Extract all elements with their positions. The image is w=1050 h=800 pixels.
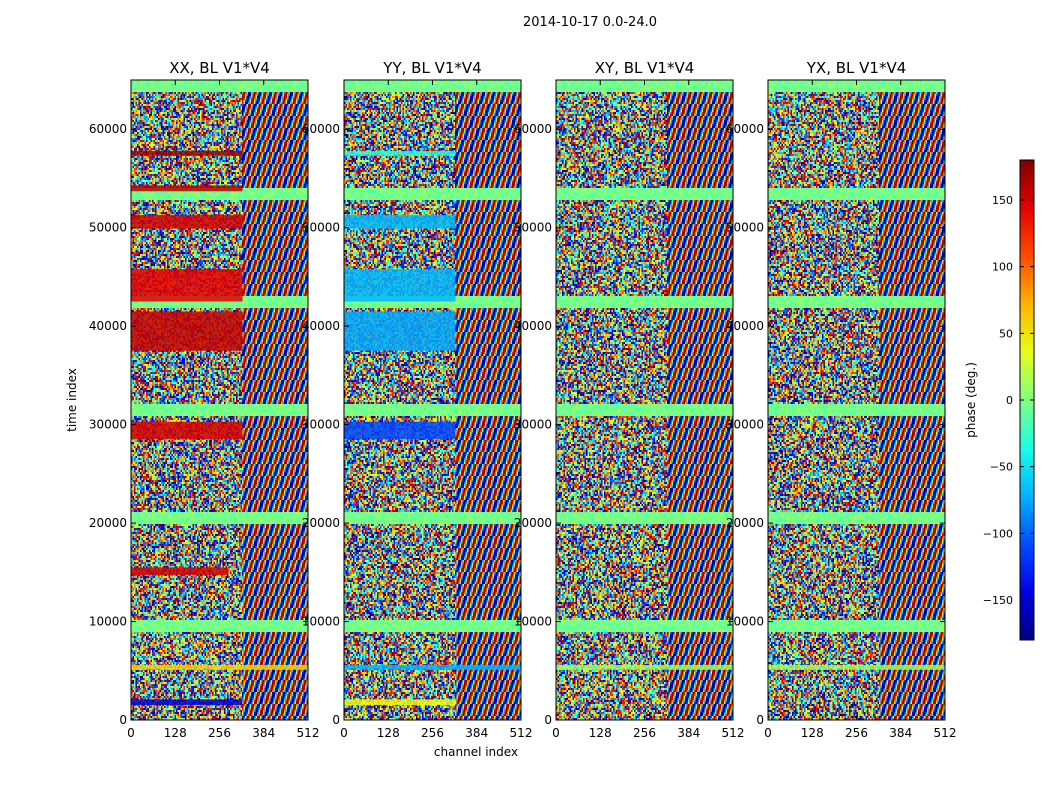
panel-0: XX, BL V1*V4 0 128 256 384 512 0 10000 20000 3000… xyxy=(89,59,320,740)
phase-band xyxy=(131,699,243,706)
x-tick-label: 256 xyxy=(208,726,231,740)
phase-band xyxy=(131,421,243,440)
x-tick-label: 0 xyxy=(552,726,560,740)
y-tick-label: 20000 xyxy=(302,516,340,530)
x-tick-label: 128 xyxy=(164,726,187,740)
panel-heatmap xyxy=(768,80,945,720)
colorbar: 150 100 50 0 −50 −100 −150 phase (deg.) xyxy=(964,159,1035,641)
panel-1: YY, BL V1*V4 0 128 256 384 512 0 10000 20000 3000… xyxy=(302,59,533,740)
colorbar-label: phase (deg.) xyxy=(964,362,978,438)
phase-band xyxy=(344,421,456,440)
x-tick-label: 128 xyxy=(377,726,400,740)
panel-title: XY, BL V1*V4 xyxy=(595,59,695,77)
y-tick-label: 40000 xyxy=(302,319,340,333)
x-tick-label: 256 xyxy=(421,726,444,740)
y-tick-label: 30000 xyxy=(302,418,340,432)
y-axis-label: time index xyxy=(65,368,79,432)
y-tick-label: 20000 xyxy=(89,516,127,530)
y-tick-label: 10000 xyxy=(726,615,764,629)
y-tick-label: 60000 xyxy=(89,122,127,136)
y-tick-label: 60000 xyxy=(302,122,340,136)
y-tick-label: 10000 xyxy=(89,615,127,629)
phase-band xyxy=(344,150,456,156)
y-tick-label: 20000 xyxy=(514,516,552,530)
colorbar-tick-label: 100 xyxy=(992,261,1013,274)
x-tick-label: 384 xyxy=(677,726,700,740)
panel-3: YX, BL V1*V4 0 128 256 384 512 0 10000 20000 3000… xyxy=(726,59,957,740)
y-tick-label: 0 xyxy=(332,713,340,727)
panel-heatmap xyxy=(131,80,308,720)
y-tick-label: 40000 xyxy=(726,319,764,333)
phase-band xyxy=(344,699,456,706)
x-tick-label: 384 xyxy=(252,726,275,740)
colorbar-tick-label: −100 xyxy=(983,527,1013,540)
phase-band xyxy=(131,311,243,351)
panel-heatmap xyxy=(556,80,733,720)
phase-band xyxy=(131,150,243,156)
phase-band xyxy=(344,269,456,302)
y-tick-label: 60000 xyxy=(514,122,552,136)
panel-title: YX, BL V1*V4 xyxy=(806,59,907,77)
y-tick-label: 10000 xyxy=(514,615,552,629)
x-tick-label: 512 xyxy=(297,726,320,740)
panel-heatmap xyxy=(344,80,521,720)
y-tick-label: 30000 xyxy=(726,418,764,432)
x-tick-label: 128 xyxy=(801,726,824,740)
y-tick-label: 0 xyxy=(544,713,552,727)
panels: XX, BL V1*V4 0 128 256 384 512 0 10000 20000 3000… xyxy=(89,59,957,740)
y-tick-label: 50000 xyxy=(89,221,127,235)
x-tick-label: 0 xyxy=(127,726,135,740)
colorbar-tick-label: −50 xyxy=(990,461,1013,474)
y-tick-label: 0 xyxy=(756,713,764,727)
panel-title: YY, BL V1*V4 xyxy=(382,59,481,77)
x-tick-label: 384 xyxy=(465,726,488,740)
x-tick-label: 512 xyxy=(722,726,745,740)
phase-band xyxy=(131,567,229,576)
x-tick-label: 0 xyxy=(764,726,772,740)
phase-band xyxy=(768,664,945,670)
phase-band xyxy=(131,185,243,192)
phase-band xyxy=(556,664,733,670)
y-tick-label: 50000 xyxy=(726,221,764,235)
y-tick-label: 50000 xyxy=(302,221,340,235)
y-tick-label: 40000 xyxy=(514,319,552,333)
y-tick-label: 60000 xyxy=(726,122,764,136)
colorbar-tick-label: 150 xyxy=(992,194,1013,207)
y-tick-label: 20000 xyxy=(726,516,764,530)
x-tick-label: 256 xyxy=(845,726,868,740)
phase-band xyxy=(131,214,243,229)
colorbar-tick-label: 0 xyxy=(1006,394,1013,407)
x-tick-label: 512 xyxy=(934,726,957,740)
x-tick-label: 0 xyxy=(340,726,348,740)
y-tick-label: 30000 xyxy=(89,418,127,432)
x-tick-label: 256 xyxy=(633,726,656,740)
y-tick-label: 10000 xyxy=(302,615,340,629)
x-axis-label: channel index xyxy=(434,745,518,759)
y-tick-label: 0 xyxy=(119,713,127,727)
colorbar-tick-label: −150 xyxy=(983,594,1013,607)
colorbar-tick-label: 50 xyxy=(999,327,1013,340)
panel-2: XY, BL V1*V4 0 128 256 384 512 0 10000 20000 3000… xyxy=(514,59,745,740)
phase-band xyxy=(131,269,243,302)
y-tick-label: 30000 xyxy=(514,418,552,432)
phase-band xyxy=(131,664,308,670)
y-tick-label: 50000 xyxy=(514,221,552,235)
y-tick-label: 40000 xyxy=(89,319,127,333)
figure-title: 2014-10-17 0.0-24.0 xyxy=(523,15,657,30)
x-tick-label: 512 xyxy=(510,726,533,740)
x-tick-label: 384 xyxy=(889,726,912,740)
panel-title: XX, BL V1*V4 xyxy=(169,59,270,77)
phase-band xyxy=(344,311,456,351)
phase-band xyxy=(344,664,521,670)
phase-band xyxy=(344,214,456,229)
x-tick-label: 128 xyxy=(589,726,612,740)
